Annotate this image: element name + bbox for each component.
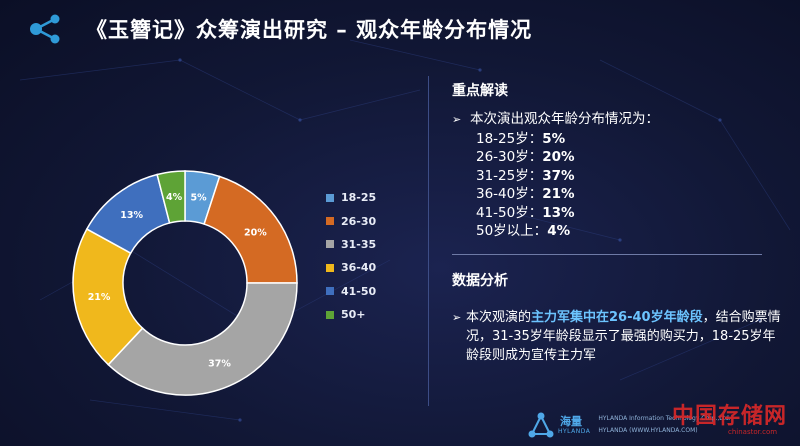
legend-swatch — [326, 310, 334, 319]
legend-label: 26-30 — [341, 214, 377, 228]
page-title: 《玉簪记》众筹演出研究 – 观众年龄分布情况 — [86, 18, 533, 42]
donut-label-50+: 4% — [166, 192, 183, 203]
donut-label-18-25: 5% — [191, 193, 208, 204]
summary-intro: 本次演出观众年龄分布情况为： — [470, 111, 659, 127]
legend-label: 36-40 — [341, 261, 377, 275]
donut-slice-50+ — [156, 170, 186, 224]
legend-swatch — [326, 217, 334, 226]
summary-row-50-plus: 50岁以上：4% — [476, 223, 571, 240]
chart-legend: 18-25 26-30 31-35 36-40 41-50 50+ — [326, 186, 376, 326]
donut-label-36-40: 21% — [88, 292, 111, 303]
watermark-sub: chinastor.com — [728, 428, 778, 436]
vertical-divider — [428, 76, 429, 406]
analysis-highlight: 主力军集中在26-40岁年龄段 — [531, 310, 703, 325]
legend-item-41-50: 41-50 — [326, 280, 376, 303]
hylanda-logo-icon — [528, 412, 554, 438]
analysis-heading: 数据分析 — [452, 273, 508, 289]
legend-label: 18-25 — [341, 191, 377, 205]
brand-name: 海量 — [560, 414, 582, 428]
summary-rows: 18-25岁：5% 26-30岁：20% 31-25岁：37% 36-40岁：2… — [476, 130, 575, 240]
summary-row-36-40: 36-40岁：21% — [476, 186, 575, 203]
legend-item-31-35: 31-35 — [326, 233, 376, 256]
summary-row-41-50: 41-50岁：13% — [476, 204, 575, 221]
summary-row-26-30: 26-30岁：20% — [476, 149, 575, 166]
legend-swatch — [326, 193, 334, 202]
analysis-text: 本次观演的主力军集中在26-40岁年龄段，结合购票情况，31-35岁年龄段显示了… — [466, 310, 781, 363]
legend-label: 50+ — [341, 308, 366, 322]
donut-label-41-50: 13% — [120, 210, 143, 221]
brand-sub: HYLANDA — [558, 427, 591, 435]
section-divider — [452, 254, 762, 255]
donut-slice-31-35 — [107, 282, 298, 396]
legend-item-18-25: 18-25 — [326, 186, 376, 209]
legend-label: 31-35 — [341, 237, 377, 251]
legend-item-50+: 50+ — [326, 303, 376, 326]
brand-website: HYLANDA (WWW.HYLANDA.COM) — [598, 427, 698, 434]
summary-heading: 重点解读 — [452, 83, 508, 99]
molecule-logo-icon — [30, 14, 60, 44]
watermark: 中国存储网 — [672, 404, 788, 429]
legend-swatch — [326, 263, 334, 272]
summary-row-31-25: 31-25岁：37% — [476, 167, 575, 184]
donut-chart: 5% 20% 37% 21% 13% 4% — [72, 170, 298, 396]
analysis-bullet-icon: ➢ — [452, 311, 462, 324]
summary-bullet-icon: ➢ — [452, 113, 462, 126]
footer-brand: 海量 HYLANDA HYLANDA Information Technolog… — [524, 408, 731, 442]
legend-swatch — [326, 287, 334, 296]
donut-label-26-30: 20% — [244, 227, 267, 238]
donut-label-31-35: 37% — [208, 358, 231, 369]
legend-item-26-30: 26-30 — [326, 209, 376, 232]
legend-item-36-40: 36-40 — [326, 256, 376, 279]
legend-swatch — [326, 240, 334, 249]
summary-row-18-25: 18-25岁：5% — [476, 131, 566, 147]
legend-label: 41-50 — [341, 284, 377, 298]
brand-company: HYLANDA Information Technology Corp.,Ltd… — [598, 415, 731, 422]
